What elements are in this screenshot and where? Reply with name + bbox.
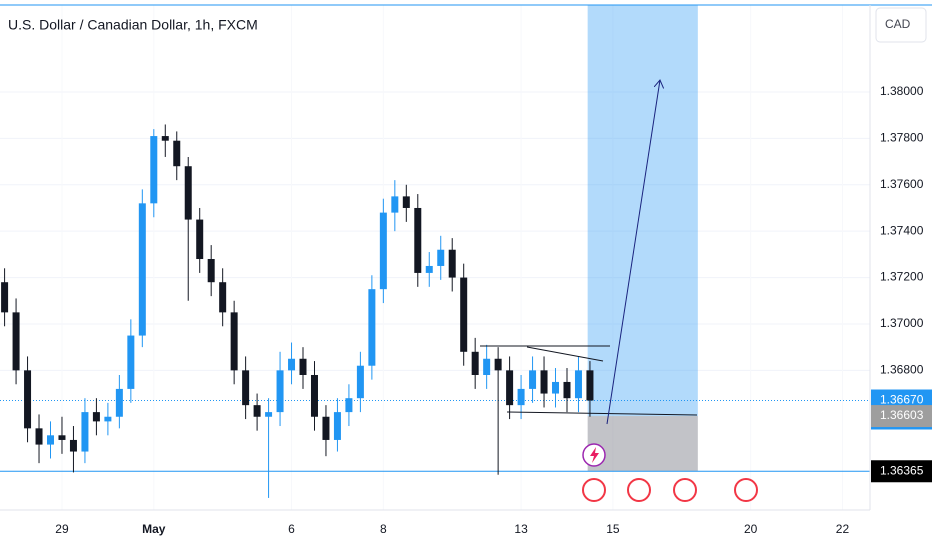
candle-body — [437, 249, 445, 266]
candle-body — [81, 412, 89, 452]
candle-body — [58, 435, 66, 440]
candle-body — [471, 351, 479, 375]
candle-body — [448, 249, 456, 278]
candle-body — [12, 312, 20, 371]
candle-body — [574, 370, 582, 399]
candle-body — [552, 381, 560, 394]
candle-body — [483, 358, 491, 375]
candle-body — [379, 212, 387, 290]
x-tick-label: 8 — [380, 522, 387, 536]
candle-body — [219, 282, 227, 313]
candle-body — [138, 203, 146, 336]
event-icon[interactable] — [582, 478, 606, 502]
candle-body — [494, 358, 502, 371]
event-icons — [582, 443, 758, 502]
candle-body — [35, 428, 43, 445]
candle-body — [402, 196, 410, 208]
candle-body — [356, 365, 364, 399]
candle-body — [230, 312, 238, 371]
candle-body — [540, 370, 548, 394]
event-icon[interactable] — [734, 478, 758, 502]
position-tool — [0, 5, 870, 472]
price-label: 1.36603 — [880, 408, 924, 422]
trendline — [506, 411, 698, 416]
x-tick-label: 20 — [744, 522, 758, 536]
candle-body — [207, 259, 215, 283]
x-tick-label: 13 — [514, 522, 528, 536]
candle-body — [310, 374, 318, 417]
candle-body — [506, 370, 514, 406]
event-icon[interactable] — [627, 478, 651, 502]
candle-body — [24, 370, 32, 429]
candle-body — [69, 439, 77, 452]
icon — [590, 447, 599, 463]
candles — [1, 124, 594, 498]
candle-body — [517, 388, 525, 406]
price-label-box — [871, 405, 932, 428]
currency: CAD — [885, 17, 911, 31]
candle-body — [586, 370, 594, 401]
x-tick-label: May — [142, 522, 166, 536]
y-tick-label: 1.36800 — [880, 363, 924, 377]
y-tick-label: 1.37600 — [880, 177, 924, 191]
candle-body — [414, 207, 422, 273]
candle-body — [288, 358, 296, 371]
candle-body — [127, 335, 135, 389]
event-icon[interactable] — [673, 478, 697, 502]
candle-body — [391, 196, 399, 213]
grid: 1.36800 1.37000 1.37200 1.37400 1.37600 1.378… — [0, 5, 924, 536]
x-tick-label: 15 — [606, 522, 620, 536]
candle-body — [115, 388, 123, 417]
candle-body — [563, 381, 571, 399]
x-tick-label: 6 — [288, 522, 295, 536]
candle-body — [150, 136, 158, 204]
candle-body — [173, 140, 181, 167]
candle-body — [322, 416, 330, 440]
x-tick-label: 22 — [836, 522, 850, 536]
candle-body — [92, 412, 100, 422]
y-tick-label: 1.37800 — [880, 131, 924, 145]
y-tick-label: 1.37200 — [880, 270, 924, 284]
candle-body — [368, 289, 376, 366]
candle-body — [104, 416, 112, 422]
x-tick-label: 29 — [55, 522, 69, 536]
stop-zone — [587, 416, 698, 472]
candle-body — [47, 435, 55, 445]
candle-body — [196, 219, 204, 260]
candle-body — [161, 136, 169, 141]
candle-body — [333, 412, 341, 440]
y-tick-label: 1.37000 — [880, 316, 924, 330]
candle-body — [345, 398, 353, 413]
candle-body — [1, 282, 9, 313]
price-label: 1.36670 — [880, 393, 924, 407]
candle-body — [299, 358, 307, 375]
candle-body — [529, 370, 537, 389]
price-label-box — [871, 460, 932, 483]
y-tick-label: 1.37400 — [880, 223, 924, 237]
candle-body — [265, 412, 273, 417]
chart-title: U.S. Dollar / Canadian Dollar, 1h, FXCM — [8, 17, 258, 33]
y-tick-label: 1.38000 — [880, 84, 924, 98]
candle-body — [425, 265, 433, 273]
arrow — [606, 80, 660, 425]
target-zone — [587, 5, 698, 417]
candle-body — [242, 370, 250, 406]
candle-body — [253, 405, 261, 417]
price-label: 1.36365 — [880, 463, 924, 477]
candle-body — [276, 370, 284, 413]
currency-button[interactable] — [875, 7, 927, 43]
candle-body — [460, 277, 468, 352]
trendline — [526, 346, 604, 362]
candle-body — [184, 166, 192, 220]
